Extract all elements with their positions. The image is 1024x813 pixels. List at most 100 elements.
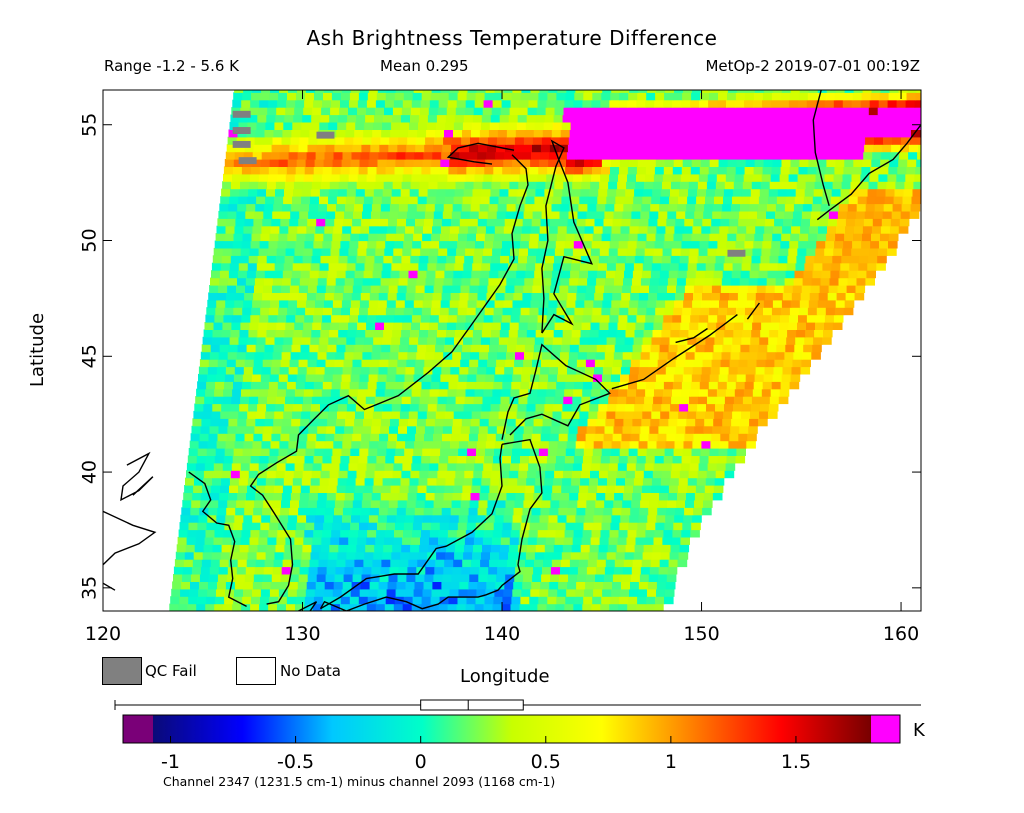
data-cell	[215, 381, 225, 390]
data-cell	[290, 351, 301, 360]
data-cell	[356, 396, 367, 405]
data-cell	[749, 203, 759, 212]
data-cell	[316, 359, 327, 368]
data-cell	[445, 551, 455, 560]
data-cell	[835, 233, 845, 242]
data-cell	[541, 359, 551, 368]
data-cell	[400, 551, 410, 560]
data-cell	[523, 136, 534, 145]
data-cell	[413, 299, 424, 308]
data-cell	[242, 373, 253, 382]
data-cell	[749, 344, 759, 353]
data-cell	[740, 203, 750, 212]
data-cell	[547, 166, 557, 175]
data-cell	[491, 322, 502, 330]
data-cell	[748, 210, 758, 219]
data-cell	[311, 181, 322, 190]
data-cell	[734, 173, 745, 182]
data-cell	[540, 433, 551, 442]
data-cell	[299, 210, 309, 219]
data-cell	[419, 181, 430, 190]
data-cell	[729, 144, 740, 153]
data-cell	[448, 596, 459, 605]
data-cell	[199, 574, 210, 582]
data-cell	[251, 92, 261, 101]
data-cell	[247, 477, 258, 486]
data-cell	[605, 418, 615, 427]
data-cell	[438, 314, 449, 323]
data-cell	[270, 440, 281, 449]
data-cell	[602, 588, 612, 597]
data-cell	[525, 336, 536, 345]
data-cell	[721, 425, 731, 434]
data-cell	[569, 492, 579, 501]
data-cell	[473, 470, 483, 479]
data-cell	[422, 448, 432, 456]
data-cell	[789, 166, 800, 175]
data-cell	[652, 544, 663, 553]
data-cell	[295, 99, 305, 108]
data-cell	[464, 544, 474, 553]
data-cell	[881, 151, 891, 160]
data-cell	[950, 107, 960, 115]
data-cell	[356, 114, 366, 123]
data-cell	[425, 203, 436, 212]
data-cell	[652, 188, 662, 197]
data-cell	[604, 574, 614, 582]
data-cell	[665, 440, 676, 449]
data-cell	[439, 92, 450, 101]
data-cell	[771, 314, 781, 323]
data-cell	[174, 559, 185, 568]
data-cell	[788, 322, 798, 330]
data-cell	[589, 262, 599, 271]
data-cell	[292, 336, 302, 345]
data-cell	[392, 181, 403, 190]
data-cell	[780, 240, 790, 249]
data-cell	[406, 218, 416, 227]
data-cell	[697, 470, 708, 479]
data-cell	[312, 107, 322, 116]
data-cell	[742, 114, 752, 123]
data-cell	[618, 455, 629, 464]
data-cell	[804, 188, 815, 197]
data-cell	[935, 152, 945, 160]
data-cell	[599, 396, 609, 405]
data-cell	[539, 588, 549, 597]
data-cell	[566, 225, 577, 234]
data-cell	[701, 90, 711, 93]
data-cell	[424, 144, 434, 153]
data-cell	[916, 159, 921, 167]
data-cell	[236, 351, 247, 360]
data-cell	[559, 425, 570, 434]
data-cell	[476, 588, 486, 597]
data-cell	[597, 336, 608, 345]
data-cell	[315, 225, 325, 234]
data-cell	[242, 448, 253, 456]
data-cell	[386, 514, 397, 523]
data-cell	[414, 366, 424, 375]
data-cell	[633, 122, 644, 130]
data-cell	[838, 136, 848, 145]
data-cell	[259, 603, 269, 611]
data-cell	[694, 136, 705, 145]
data-cell	[832, 255, 842, 264]
data-cell	[217, 574, 228, 582]
data-cell	[289, 218, 299, 227]
qc-fail-cell	[232, 127, 251, 134]
data-cell	[761, 247, 771, 256]
data-cell	[215, 522, 225, 531]
data-cell	[643, 114, 653, 123]
data-cell	[517, 329, 528, 338]
data-cell	[301, 336, 311, 345]
qc-fail-cell	[232, 140, 251, 148]
data-cell	[849, 114, 860, 123]
data-cell	[252, 299, 262, 308]
data-cell	[331, 314, 341, 323]
data-cell	[451, 285, 462, 293]
data-cell	[506, 566, 516, 575]
data-cell	[842, 173, 853, 182]
data-cell	[462, 196, 473, 205]
data-cell	[614, 559, 625, 568]
data-cell	[250, 388, 260, 397]
data-cell	[285, 247, 296, 256]
